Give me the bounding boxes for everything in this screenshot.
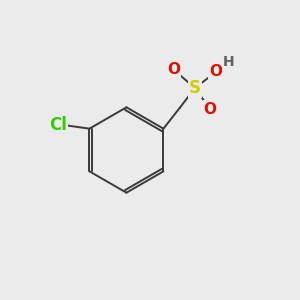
Text: H: H: [223, 56, 234, 69]
Text: O: O: [210, 64, 223, 79]
Text: Cl: Cl: [49, 116, 67, 134]
Text: O: O: [204, 102, 217, 117]
Text: O: O: [167, 62, 180, 77]
Text: S: S: [189, 79, 201, 97]
